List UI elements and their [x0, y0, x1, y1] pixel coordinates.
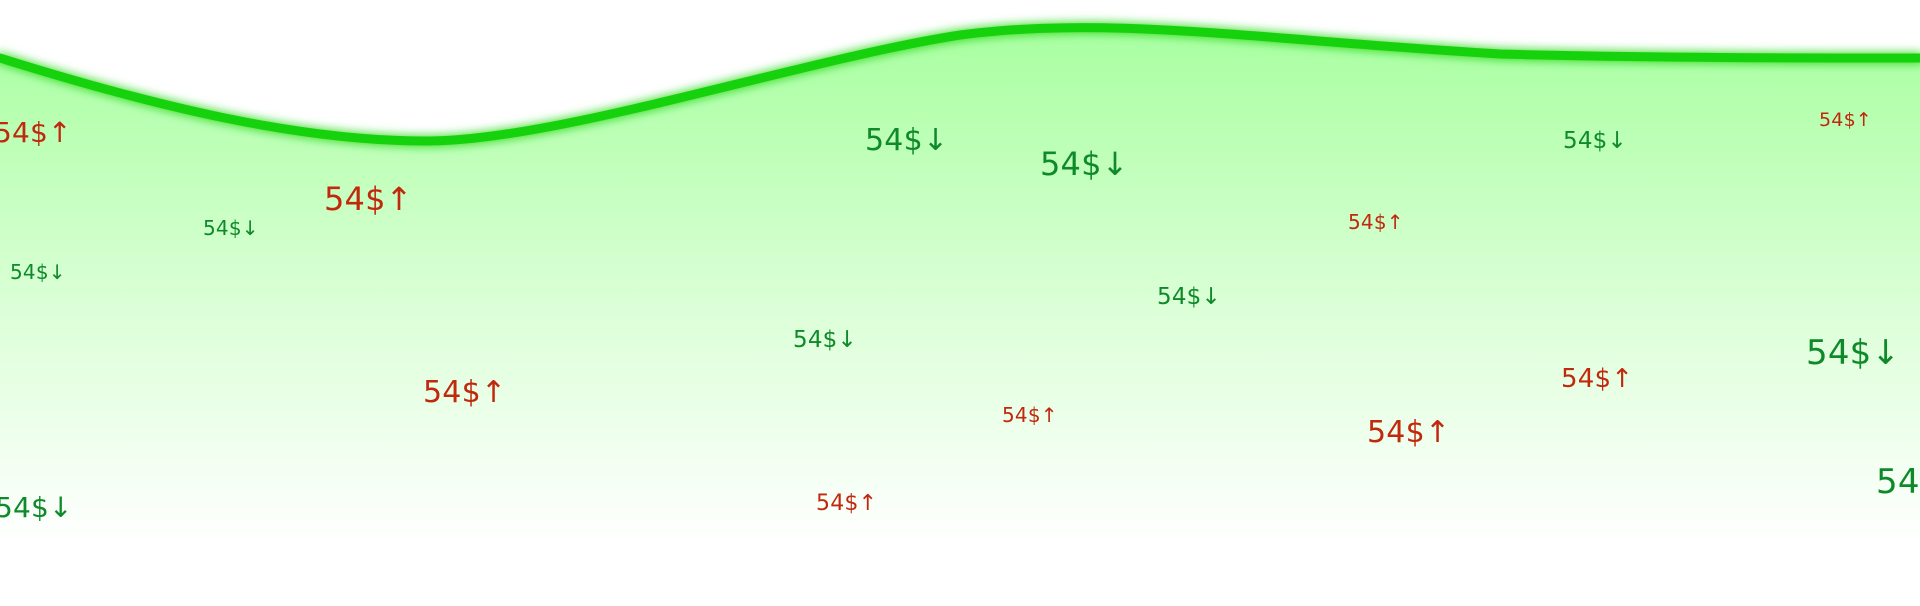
- price-tag-up: 54$↑: [816, 491, 878, 516]
- price-tag-down: 54$↓: [203, 216, 259, 240]
- price-tag-down: 54$↓: [1563, 128, 1627, 154]
- price-tag-up: 54$↑: [1367, 415, 1451, 450]
- price-tag-down: 54$↓: [793, 327, 857, 353]
- price-tag-up: 54$↑: [324, 180, 413, 218]
- wave-area: [0, 27, 1920, 545]
- price-tag-up: 54$↑: [1348, 210, 1404, 234]
- price-tag-down: 54$↓: [865, 123, 949, 158]
- price-tag-down: 54$↓: [10, 260, 66, 284]
- price-tag-down: 54$↓: [1806, 333, 1901, 373]
- price-tag-down: 54$↓: [0, 491, 73, 524]
- price-tag-up: 54$↑: [423, 375, 507, 410]
- price-tag-up: 54$↑: [1819, 109, 1872, 131]
- price-tag-up: 54$↑: [1002, 403, 1058, 427]
- price-tag-up: 54$↑: [1561, 364, 1634, 394]
- price-tag-down: 54$: [1876, 462, 1920, 502]
- price-tag-down: 54$↓: [1157, 284, 1221, 310]
- price-tag-up: 54$↑: [0, 116, 72, 149]
- price-tag-down: 54$↓: [1040, 145, 1129, 183]
- wave-line: [0, 23, 1920, 146]
